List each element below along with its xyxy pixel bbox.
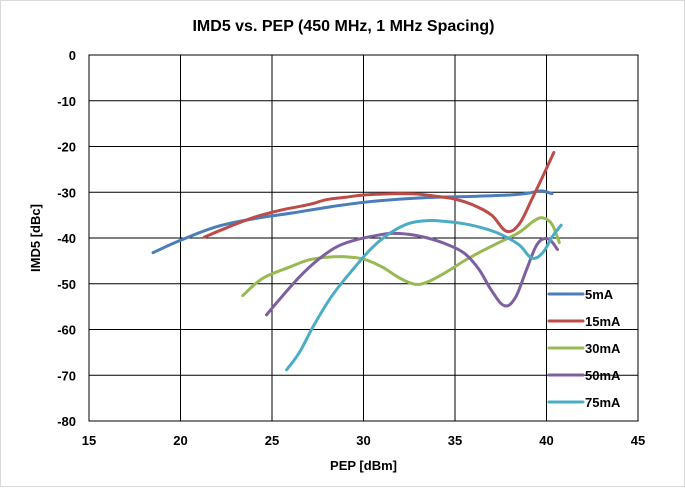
legend-label-30ma: 30mA <box>585 341 621 356</box>
x-axis-label: PEP [dBm] <box>330 458 397 473</box>
x-tick-label: 15 <box>82 433 96 448</box>
x-tick-labels: 15 20 25 30 35 40 45 <box>82 433 645 448</box>
series-line-50ma <box>265 231 559 317</box>
y-axis-label: IMD5 [dBc] <box>28 204 43 272</box>
y-tick-label: -10 <box>57 94 76 109</box>
legend-label-5ma: 5mA <box>585 287 614 302</box>
y-tick-label: -20 <box>57 140 76 155</box>
y-tick-label: 0 <box>69 48 76 63</box>
y-tick-label: -50 <box>57 277 76 292</box>
x-tick-label: 35 <box>448 433 462 448</box>
legend-label-15ma: 15mA <box>585 314 621 329</box>
series-line-30ma <box>241 216 561 298</box>
y-tick-label: -40 <box>57 231 76 246</box>
y-tick-label: -30 <box>57 185 76 200</box>
legend-label-50ma: 50mA <box>585 368 621 383</box>
chart-title: IMD5 vs. PEP (450 MHz, 1 MHz Spacing) <box>192 18 494 35</box>
x-tick-label: 30 <box>356 433 370 448</box>
y-tick-label: -70 <box>57 368 76 383</box>
series-line-5ma <box>151 189 554 255</box>
plot-area-group <box>88 54 639 422</box>
series-line-75ma <box>285 219 563 372</box>
x-tick-label: 20 <box>173 433 187 448</box>
series-line-15ma <box>202 150 556 239</box>
series-lines <box>151 150 563 372</box>
plot-border <box>88 54 639 422</box>
x-tick-label: 25 <box>265 433 279 448</box>
legend-label-75ma: 75mA <box>585 395 621 410</box>
legend: 5mA 15mA 30mA 50mA 75mA <box>547 287 621 410</box>
y-tick-label: -60 <box>57 323 76 338</box>
x-tick-label: 40 <box>539 433 553 448</box>
y-tick-labels: 0 -10 -20 -30 -40 -50 -60 -70 -80 <box>57 48 76 429</box>
y-tick-label: -80 <box>57 414 76 429</box>
x-tick-label: 45 <box>631 433 645 448</box>
